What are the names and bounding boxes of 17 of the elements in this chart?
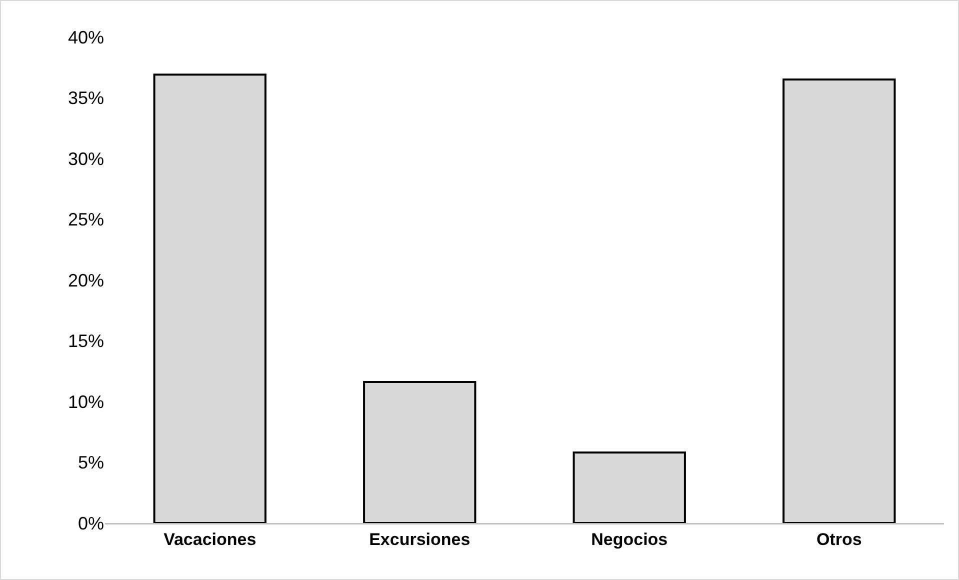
y-tick-label: 35%: [68, 88, 104, 108]
y-tick-label: 25%: [68, 210, 104, 230]
x-tick-label: Vacaciones: [164, 530, 256, 549]
y-tick-label: 40%: [68, 27, 104, 48]
x-tick-label: Excursiones: [369, 530, 470, 549]
y-tick-label: 30%: [68, 148, 104, 169]
y-tick-label: 10%: [68, 392, 104, 412]
x-tick-label: Negocios: [591, 530, 668, 549]
bar: [782, 78, 896, 523]
y-tick-label: 15%: [68, 331, 104, 352]
x-tick-label: Otros: [816, 530, 862, 549]
bar: [363, 381, 476, 523]
y-tick-label: 20%: [68, 270, 104, 290]
y-tick-label: 0%: [78, 513, 104, 534]
y-tick-label: 5%: [78, 452, 104, 473]
bar: [572, 452, 686, 523]
bar: [153, 74, 266, 523]
